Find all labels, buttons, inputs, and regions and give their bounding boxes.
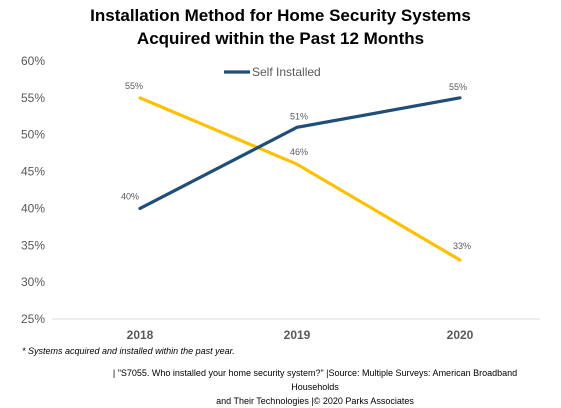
y-tick-label: 50% — [21, 128, 45, 142]
y-tick-label: 60% — [21, 54, 45, 68]
source-line-1: | "S7055. Who installed your home securi… — [112, 368, 518, 392]
footnote: * Systems acquired and installed within … — [22, 346, 235, 356]
x-tick-label: 2019 — [284, 328, 311, 342]
data-label: 46% — [290, 147, 308, 157]
x-tick-label: 2020 — [447, 328, 474, 342]
chart-title-line-2: Acquired within the Past 12 Months — [136, 29, 425, 48]
y-tick-label: 30% — [21, 275, 45, 289]
series-line — [138, 96, 462, 262]
data-label: 33% — [453, 241, 471, 251]
y-tick-label: 35% — [21, 238, 45, 252]
y-tick-label: 40% — [21, 201, 45, 215]
data-label: 40% — [121, 191, 139, 201]
data-label: 55% — [449, 82, 467, 92]
x-tick-label: 2018 — [127, 328, 154, 342]
series-line — [138, 96, 462, 211]
data-label: 55% — [125, 81, 143, 91]
data-label: 51% — [290, 111, 308, 121]
chart-title-line-1: Installation Method for Home Security Sy… — [90, 6, 471, 25]
source-line-2: and Their Technologies |© 2020 Parks Ass… — [216, 396, 414, 406]
source-note: | "S7055. Who installed your home securi… — [95, 366, 535, 408]
y-tick-label: 55% — [21, 91, 45, 105]
y-tick-label: 25% — [21, 312, 45, 326]
legend-label: Self Installed — [252, 65, 321, 79]
y-tick-label: 45% — [21, 165, 45, 179]
